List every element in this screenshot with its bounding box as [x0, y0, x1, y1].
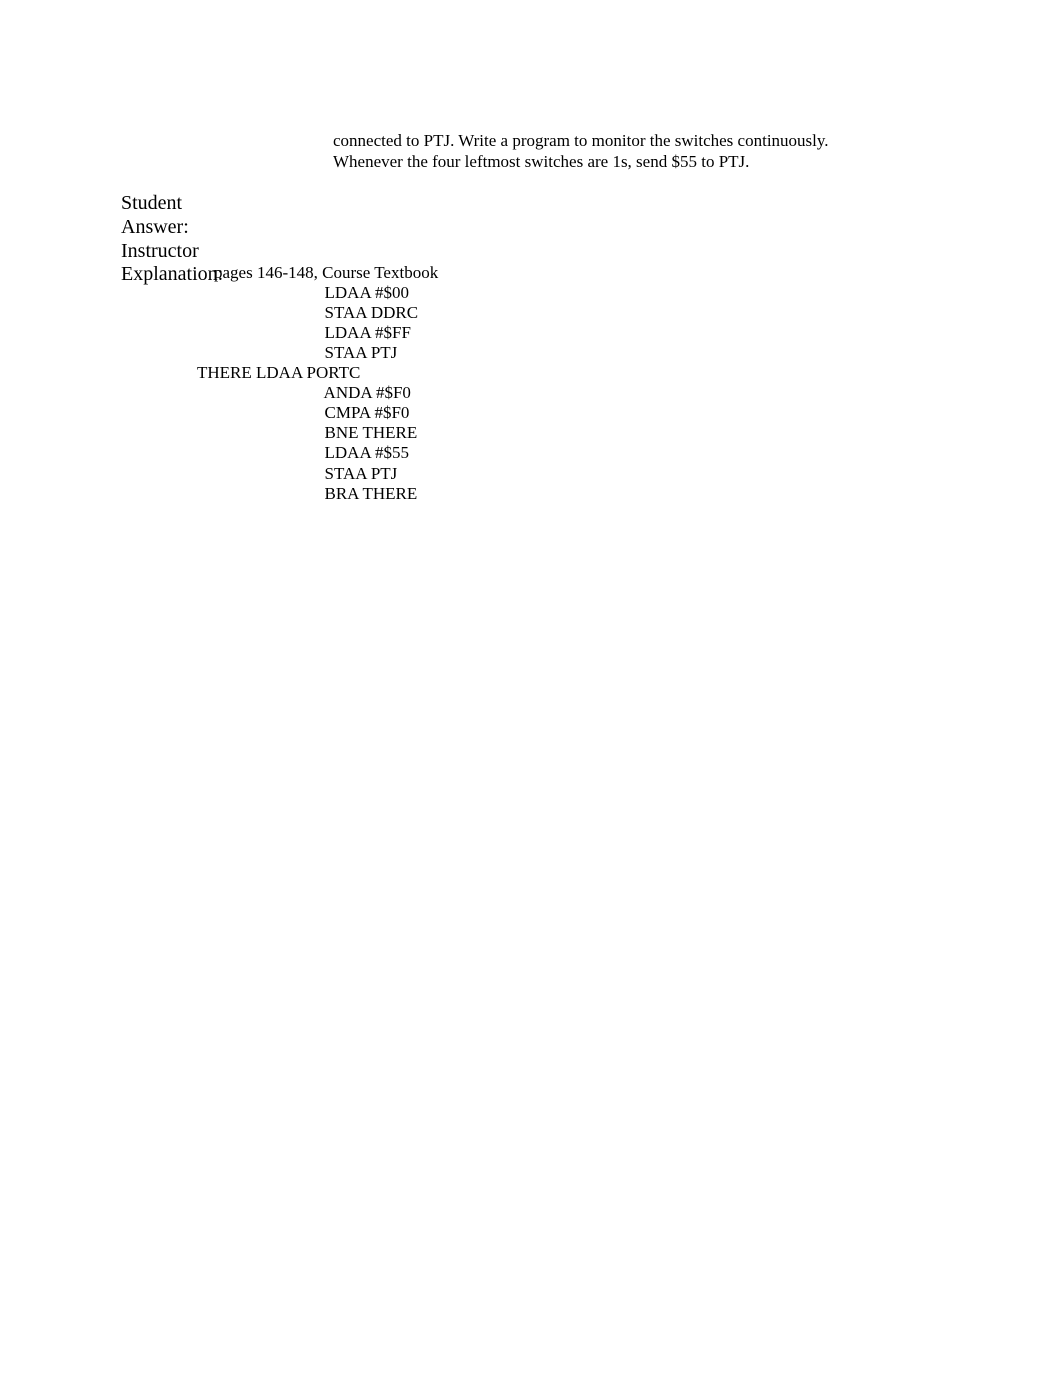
question-line-2: Whenever the four leftmost switches are … [333, 152, 749, 171]
code-line-1: LDAA #$00 [197, 283, 409, 302]
code-line-5: THERE LDAA PORTC [197, 363, 360, 382]
code-line-8: BNE THERE [197, 423, 417, 442]
label-answer: Answer: [121, 216, 189, 239]
code-line-3: LDAA #$FF [197, 323, 411, 342]
code-line-10: STAA PTJ [197, 464, 397, 483]
label-instructor: Instructor [121, 240, 199, 263]
page: connected to PTJ. Write a program to mon… [0, 0, 1062, 1376]
code-line-6: ANDA #$F0 [197, 383, 411, 402]
explanation-reference: pages 146-148, Course Textbook [214, 263, 438, 282]
instructor-explanation: pages 146-148, Course Textbook LDAA #$00… [197, 243, 438, 524]
code-line-9: LDAA #$55 [197, 443, 409, 462]
label-student: Student [121, 192, 182, 215]
code-line-4: STAA PTJ [197, 343, 397, 362]
code-line-2: STAA DDRC [197, 303, 418, 322]
question-text: connected to PTJ. Write a program to mon… [333, 130, 953, 173]
code-line-11: BRA THERE [197, 484, 417, 503]
question-line-1: connected to PTJ. Write a program to mon… [333, 131, 829, 150]
code-line-7: CMPA #$F0 [197, 403, 409, 422]
